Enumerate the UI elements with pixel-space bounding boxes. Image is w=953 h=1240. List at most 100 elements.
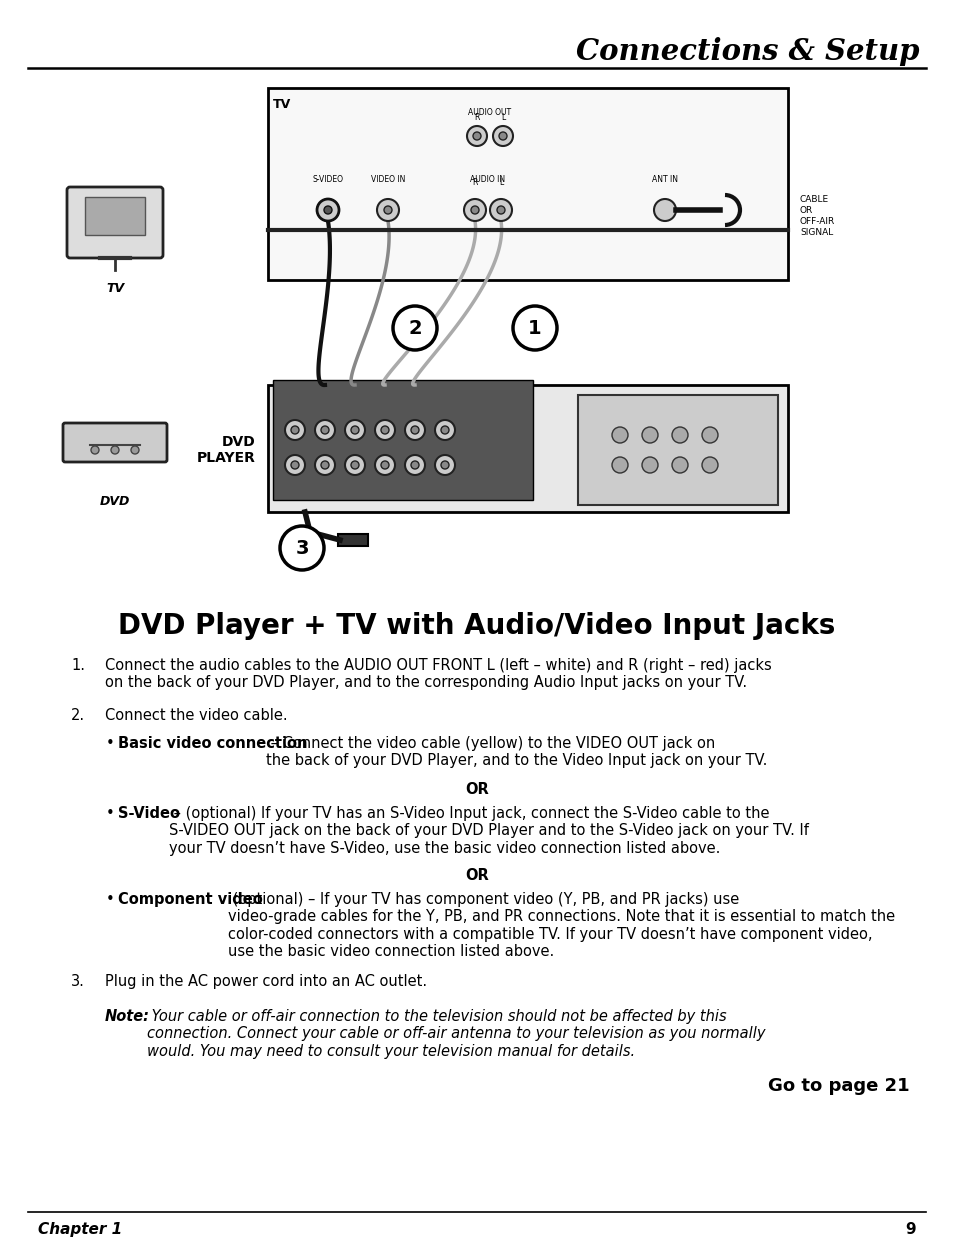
- Circle shape: [280, 526, 324, 570]
- Text: L: L: [500, 113, 504, 122]
- Text: DVD: DVD: [100, 495, 130, 508]
- Text: Plug in the AC power cord into an AC outlet.: Plug in the AC power cord into an AC out…: [105, 973, 427, 990]
- Circle shape: [351, 427, 358, 434]
- Circle shape: [405, 420, 424, 440]
- Circle shape: [467, 126, 486, 146]
- Text: ANT IN: ANT IN: [651, 175, 678, 184]
- Circle shape: [490, 198, 512, 221]
- Circle shape: [320, 427, 329, 434]
- Circle shape: [435, 455, 455, 475]
- Circle shape: [375, 420, 395, 440]
- Text: Connections & Setup: Connections & Setup: [576, 37, 919, 67]
- Text: 2: 2: [408, 319, 421, 337]
- Circle shape: [701, 427, 718, 443]
- Text: Component video: Component video: [118, 892, 262, 906]
- Circle shape: [131, 446, 139, 454]
- Text: AUDIO IN: AUDIO IN: [470, 175, 505, 184]
- Text: •: •: [106, 806, 114, 821]
- Circle shape: [111, 446, 119, 454]
- Circle shape: [612, 458, 627, 472]
- Text: R: R: [474, 113, 479, 122]
- Text: 1.: 1.: [71, 658, 85, 673]
- Circle shape: [351, 461, 358, 469]
- Circle shape: [316, 198, 338, 221]
- Text: DVD Player + TV with Audio/Video Input Jacks: DVD Player + TV with Audio/Video Input J…: [118, 613, 835, 640]
- Circle shape: [440, 427, 449, 434]
- Circle shape: [345, 455, 365, 475]
- Circle shape: [376, 198, 398, 221]
- Circle shape: [375, 455, 395, 475]
- Circle shape: [440, 461, 449, 469]
- Text: L: L: [498, 179, 502, 187]
- Circle shape: [291, 461, 298, 469]
- Text: S-VIDEO: S-VIDEO: [313, 175, 343, 184]
- Bar: [273, 379, 533, 500]
- Circle shape: [497, 206, 504, 215]
- Text: R: R: [472, 179, 477, 187]
- Circle shape: [463, 198, 485, 221]
- Circle shape: [493, 126, 513, 146]
- Circle shape: [641, 458, 658, 472]
- FancyBboxPatch shape: [63, 423, 167, 463]
- Text: •: •: [106, 892, 114, 906]
- Circle shape: [285, 420, 305, 440]
- Circle shape: [393, 306, 436, 350]
- Text: 1: 1: [528, 319, 541, 337]
- Text: – (optional) If your TV has an S-Video Input jack, connect the S-Video cable to : – (optional) If your TV has an S-Video I…: [169, 806, 808, 856]
- Text: Go to page 21: Go to page 21: [767, 1078, 909, 1095]
- Circle shape: [671, 427, 687, 443]
- Bar: [268, 88, 787, 280]
- Circle shape: [641, 427, 658, 443]
- Circle shape: [314, 455, 335, 475]
- Circle shape: [384, 206, 392, 215]
- Text: OR: OR: [465, 782, 488, 797]
- Circle shape: [498, 131, 506, 140]
- Text: S-Video: S-Video: [118, 806, 180, 821]
- Circle shape: [701, 458, 718, 472]
- Text: 3: 3: [294, 538, 309, 558]
- Text: Note:: Note:: [105, 1009, 150, 1024]
- Circle shape: [612, 427, 627, 443]
- Circle shape: [411, 427, 418, 434]
- Circle shape: [380, 427, 389, 434]
- Text: 9: 9: [904, 1221, 915, 1238]
- Circle shape: [380, 461, 389, 469]
- Text: 2.: 2.: [71, 708, 85, 723]
- Circle shape: [285, 455, 305, 475]
- Text: Connect the audio cables to the AUDIO OUT FRONT L (left – white) and R (right – : Connect the audio cables to the AUDIO OU…: [105, 658, 771, 691]
- Text: •: •: [106, 737, 114, 751]
- Bar: [85, 197, 145, 236]
- Bar: [268, 384, 787, 512]
- Circle shape: [320, 461, 329, 469]
- Circle shape: [324, 206, 332, 215]
- Circle shape: [654, 198, 676, 221]
- FancyBboxPatch shape: [67, 187, 163, 258]
- Text: TV: TV: [273, 98, 291, 112]
- Circle shape: [345, 420, 365, 440]
- Text: – Connect the video cable (yellow) to the VIDEO OUT jack on
the back of your DVD: – Connect the video cable (yellow) to th…: [266, 737, 766, 769]
- Circle shape: [291, 427, 298, 434]
- Text: TV: TV: [106, 281, 124, 295]
- Text: DVD
PLAYER: DVD PLAYER: [197, 435, 255, 465]
- Bar: [578, 396, 778, 505]
- Circle shape: [513, 306, 557, 350]
- Circle shape: [411, 461, 418, 469]
- Text: Your cable or off-air connection to the television should not be affected by thi: Your cable or off-air connection to the …: [147, 1009, 764, 1059]
- Text: AUDIO OUT: AUDIO OUT: [468, 108, 511, 117]
- Text: Connect the video cable.: Connect the video cable.: [105, 708, 287, 723]
- Text: Basic video connection: Basic video connection: [118, 737, 307, 751]
- Circle shape: [91, 446, 99, 454]
- Text: (optional) – If your TV has component video (Y, PB, and PR jacks) use
video-grad: (optional) – If your TV has component vi…: [228, 892, 894, 960]
- Text: CABLE
OR
OFF-AIR
SIGNAL: CABLE OR OFF-AIR SIGNAL: [800, 195, 835, 237]
- Text: VIDEO IN: VIDEO IN: [371, 175, 405, 184]
- Text: 3.: 3.: [71, 973, 85, 990]
- Circle shape: [471, 206, 478, 215]
- Circle shape: [405, 455, 424, 475]
- Circle shape: [473, 131, 480, 140]
- Text: OR: OR: [465, 868, 488, 883]
- Text: Chapter 1: Chapter 1: [38, 1221, 122, 1238]
- Circle shape: [314, 420, 335, 440]
- Circle shape: [671, 458, 687, 472]
- Bar: [337, 534, 368, 546]
- Circle shape: [435, 420, 455, 440]
